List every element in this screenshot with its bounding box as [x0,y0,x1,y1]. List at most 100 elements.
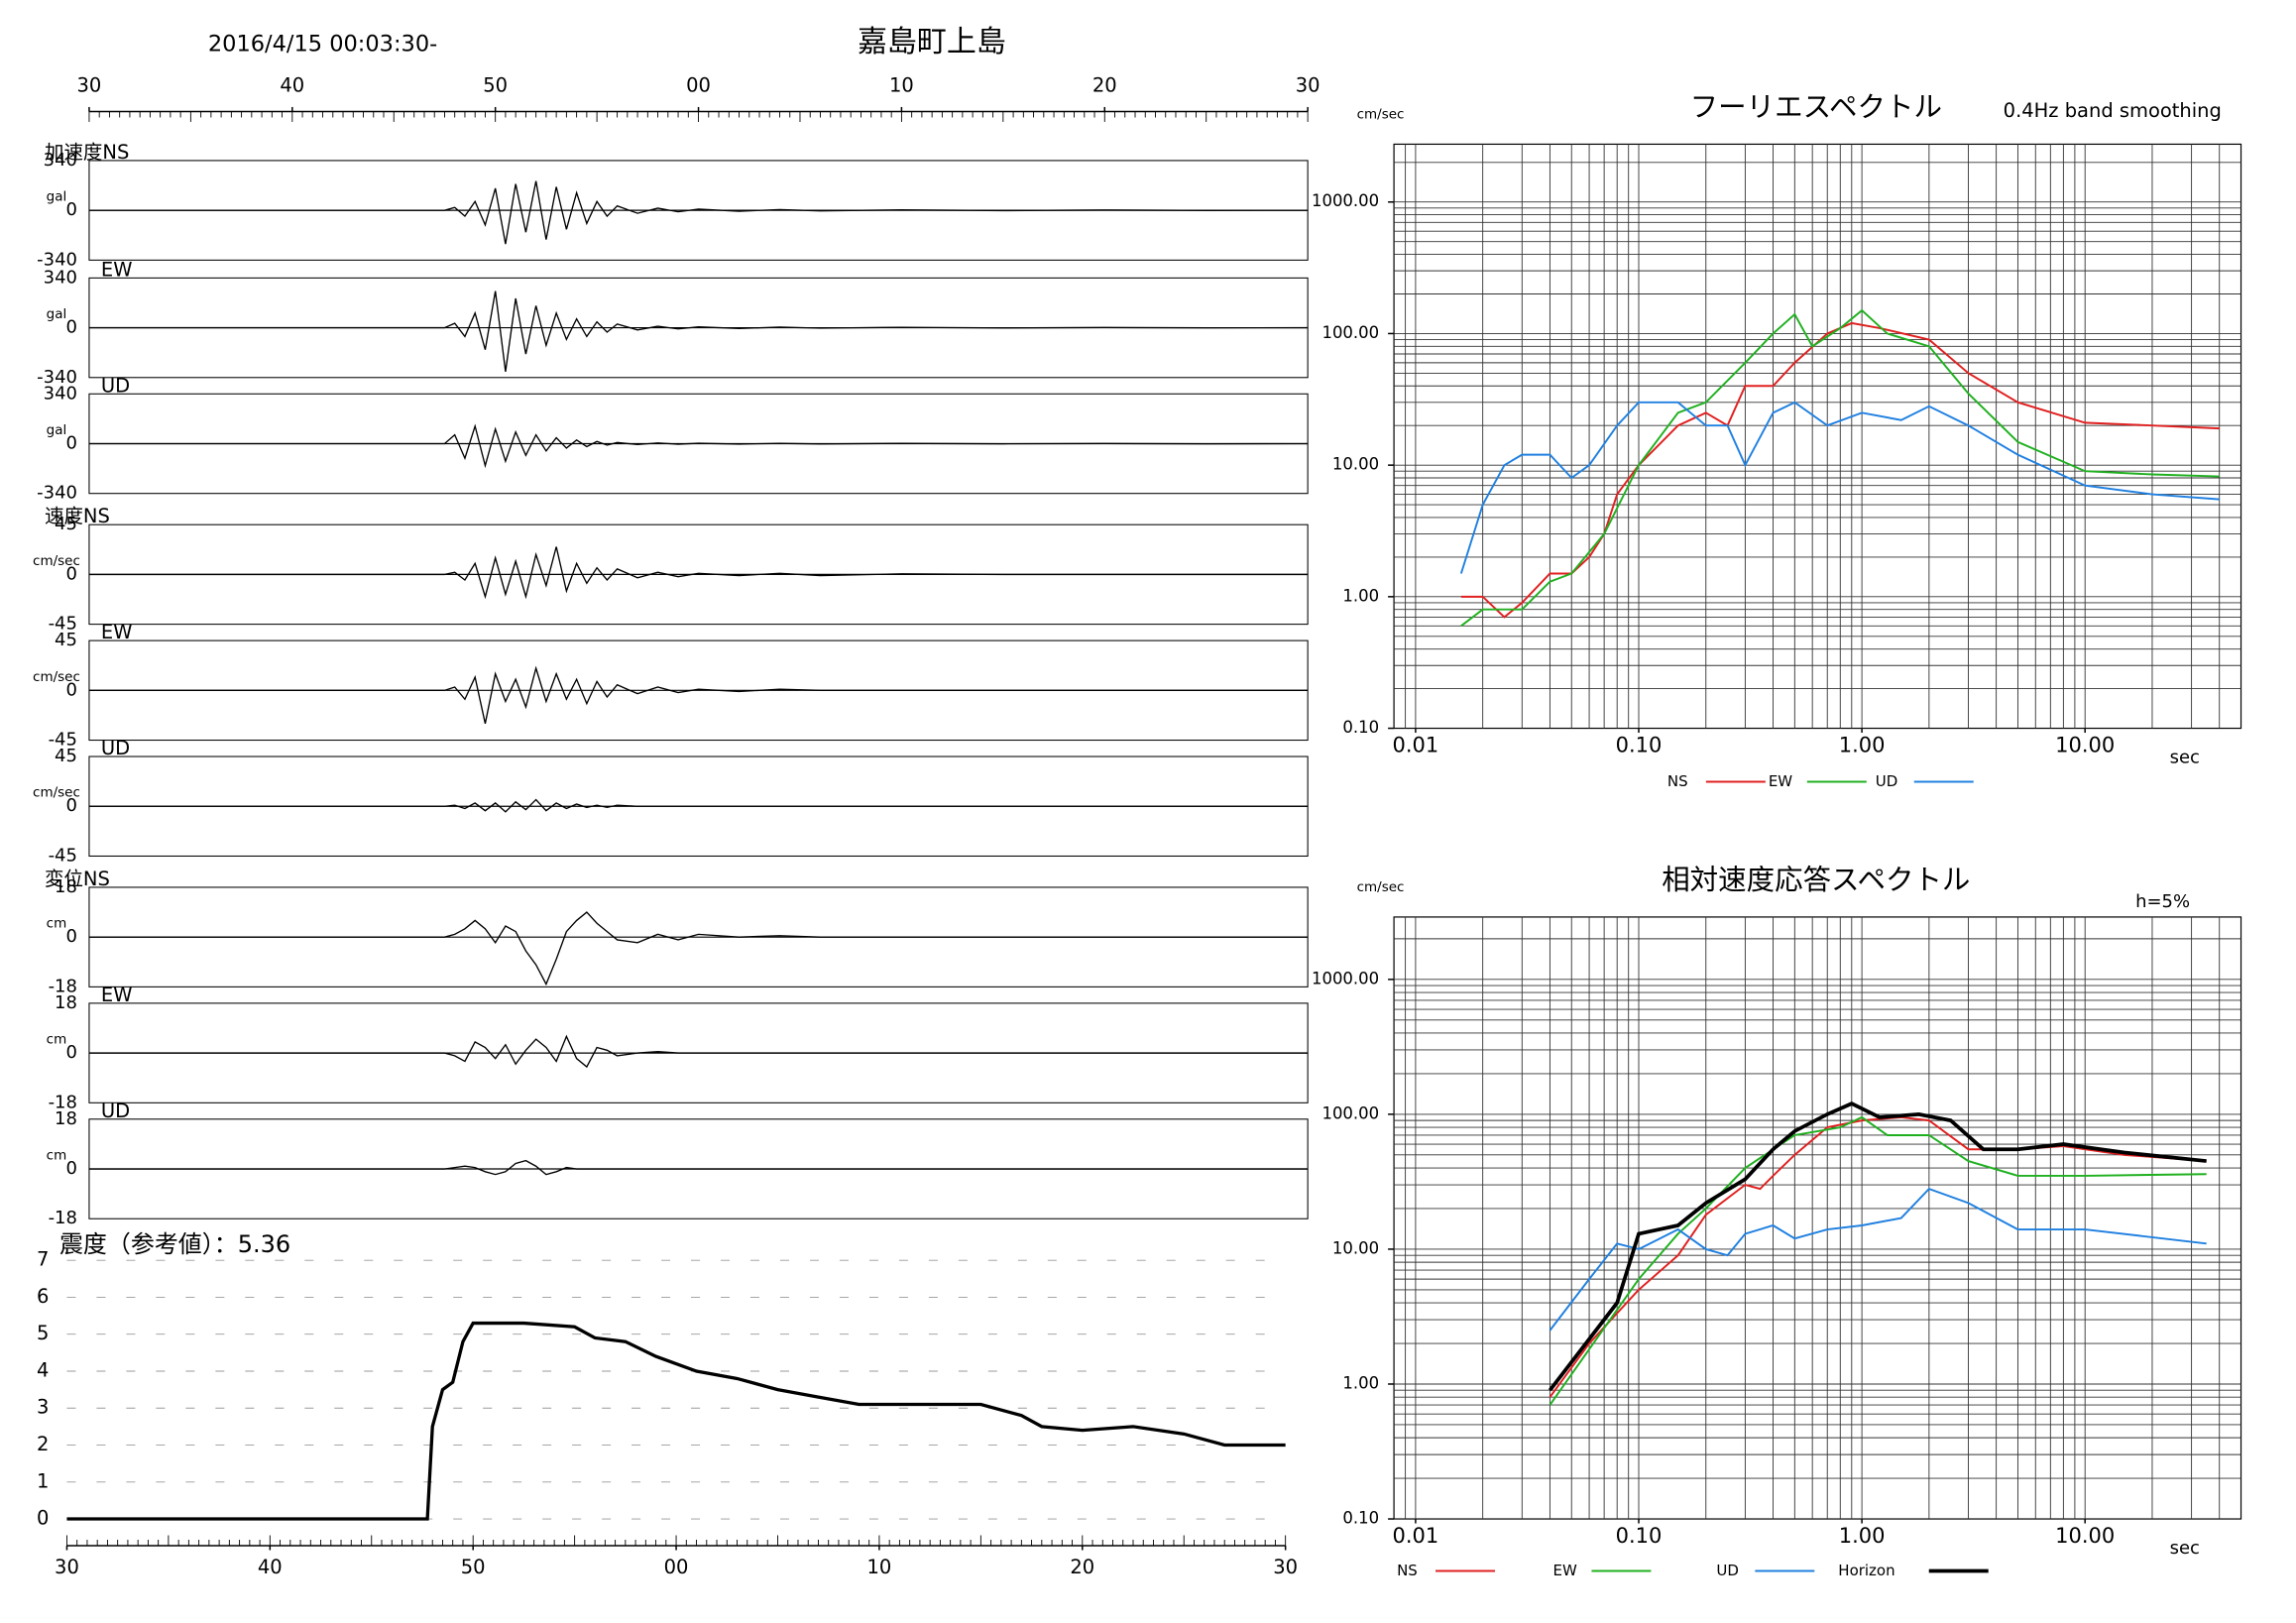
x-tick-label: 40 [258,1556,283,1578]
y-tick-label: 0.10 [1342,718,1379,737]
chart-title: フーリエスペクトル [1690,90,1942,123]
intensity-title: 震度（参考値）：5.36 [59,1230,290,1258]
y-tick-label: 6 [37,1285,49,1308]
y-tick-label: -340 [37,483,77,504]
y-tick-label: -45 [49,845,77,866]
x-tick-label: 20 [1092,73,1117,96]
y-tick-label: 340 [44,383,77,404]
y-tick-label: 0 [66,432,77,453]
chart-subtitle: 0.4Hz band smoothing [2004,99,2222,122]
y-tick-label: -340 [37,367,77,388]
y-tick-label: 45 [55,746,77,766]
waveform [88,1034,1309,1069]
waveform [88,798,1309,813]
x-tick-label: 40 [280,73,304,96]
y-tick-label: 0 [66,926,77,947]
spectrum-line [1549,1115,2207,1406]
station-name: 嘉島町上島 [858,25,1006,59]
y-tick-label: -45 [49,730,77,751]
x-tick-label: 1.00 [1839,1524,1886,1548]
legend-label: NS [1667,772,1688,790]
waveform [88,423,1309,469]
legend-label: NS [1397,1562,1418,1579]
waveform [88,1159,1309,1176]
y-tick-label: -45 [49,614,77,635]
y-tick-label: 18 [55,992,77,1013]
y-tick-label: 0 [66,317,77,338]
y-tick-label: 18 [55,876,77,897]
waveform [88,290,1309,372]
y-tick-label: 1000.00 [1312,191,1379,210]
y-tick-label: 0 [66,1042,77,1063]
x-tick-label: 0.10 [1616,734,1663,757]
y-tick-label: 5 [37,1322,49,1344]
y-tick-label: 1.00 [1342,586,1379,605]
spectrum-line [1548,1101,2207,1392]
y-tick-label: 340 [44,267,77,288]
y-tick-label: -340 [37,249,77,270]
x-tick-label: 00 [664,1556,689,1578]
y-tick-label: 100.00 [1321,1103,1379,1122]
waveform [88,911,1309,986]
plot-frame [1393,143,2242,730]
x-tick-label: 50 [483,73,508,96]
unit-label: gal [47,189,67,205]
component-label: UD [101,737,130,759]
y-tick-label: 0 [66,795,77,816]
y-tick-label: 3 [37,1396,49,1419]
spectrum-line [1549,1115,2207,1398]
y-tick-label: 0 [66,563,77,584]
x-tick-label: 0.01 [1393,1524,1439,1548]
x-tick-label: 30 [1273,1556,1298,1578]
component-label: UD [101,374,130,397]
y-tick-label: 0 [66,199,77,220]
unit-label: cm/sec [33,785,80,801]
y-tick-label: 0 [66,1158,77,1179]
legend-label: Horizon [1838,1562,1894,1579]
y-tick-label: 1 [37,1469,49,1492]
chart-title: 相対速度応答スペクトル [1662,864,1970,896]
y-tick-label: 0 [66,679,77,700]
legend-label: EW [1769,772,1792,790]
component-label: EW [101,984,133,1006]
unit-label: cm [47,1032,67,1048]
waveform [88,180,1309,245]
y-tick-label: 45 [55,514,77,534]
legend-label: UD [1876,772,1898,790]
y-tick-label: 4 [37,1358,49,1381]
y-axis-label: cm/sec [1357,879,1405,895]
record-time: 2016/4/15 00:03:30- [208,32,437,58]
y-tick-label: 1000.00 [1312,969,1379,987]
y-tick-label: 0.10 [1342,1509,1379,1528]
x-tick-label: 50 [461,1556,486,1578]
unit-label: cm/sec [33,669,80,685]
spectrum-line [1459,401,2220,574]
component-label: EW [101,258,133,281]
y-tick-label: 0 [37,1507,49,1530]
x-tick-label: 10.00 [2055,734,2115,757]
y-axis-label: cm/sec [1357,106,1405,122]
component-label: 速度NS [45,505,110,527]
y-tick-label: 10.00 [1332,1238,1379,1257]
waveform [88,665,1309,724]
component-label: EW [101,621,133,643]
x-axis-label: sec [2170,1538,2200,1559]
y-tick-label: 7 [37,1248,49,1271]
y-tick-label: 2 [37,1433,49,1455]
y-tick-label: 45 [55,630,77,650]
y-tick-label: 340 [44,150,77,171]
x-axis-label: sec [2170,748,2200,768]
x-tick-label: 0.10 [1616,1524,1663,1548]
unit-label: gal [47,306,67,322]
y-tick-label: 100.00 [1321,323,1379,342]
y-tick-label: -18 [49,1092,77,1112]
x-tick-label: 0.01 [1393,734,1439,757]
x-tick-label: 10 [867,1556,892,1578]
x-tick-label: 1.00 [1839,734,1886,757]
component-label: 加速度NS [45,141,129,164]
unit-label: gal [47,422,67,438]
component-label: UD [101,1100,130,1122]
component-label: 変位NS [45,868,110,890]
annotation: h=5% [2135,891,2190,912]
